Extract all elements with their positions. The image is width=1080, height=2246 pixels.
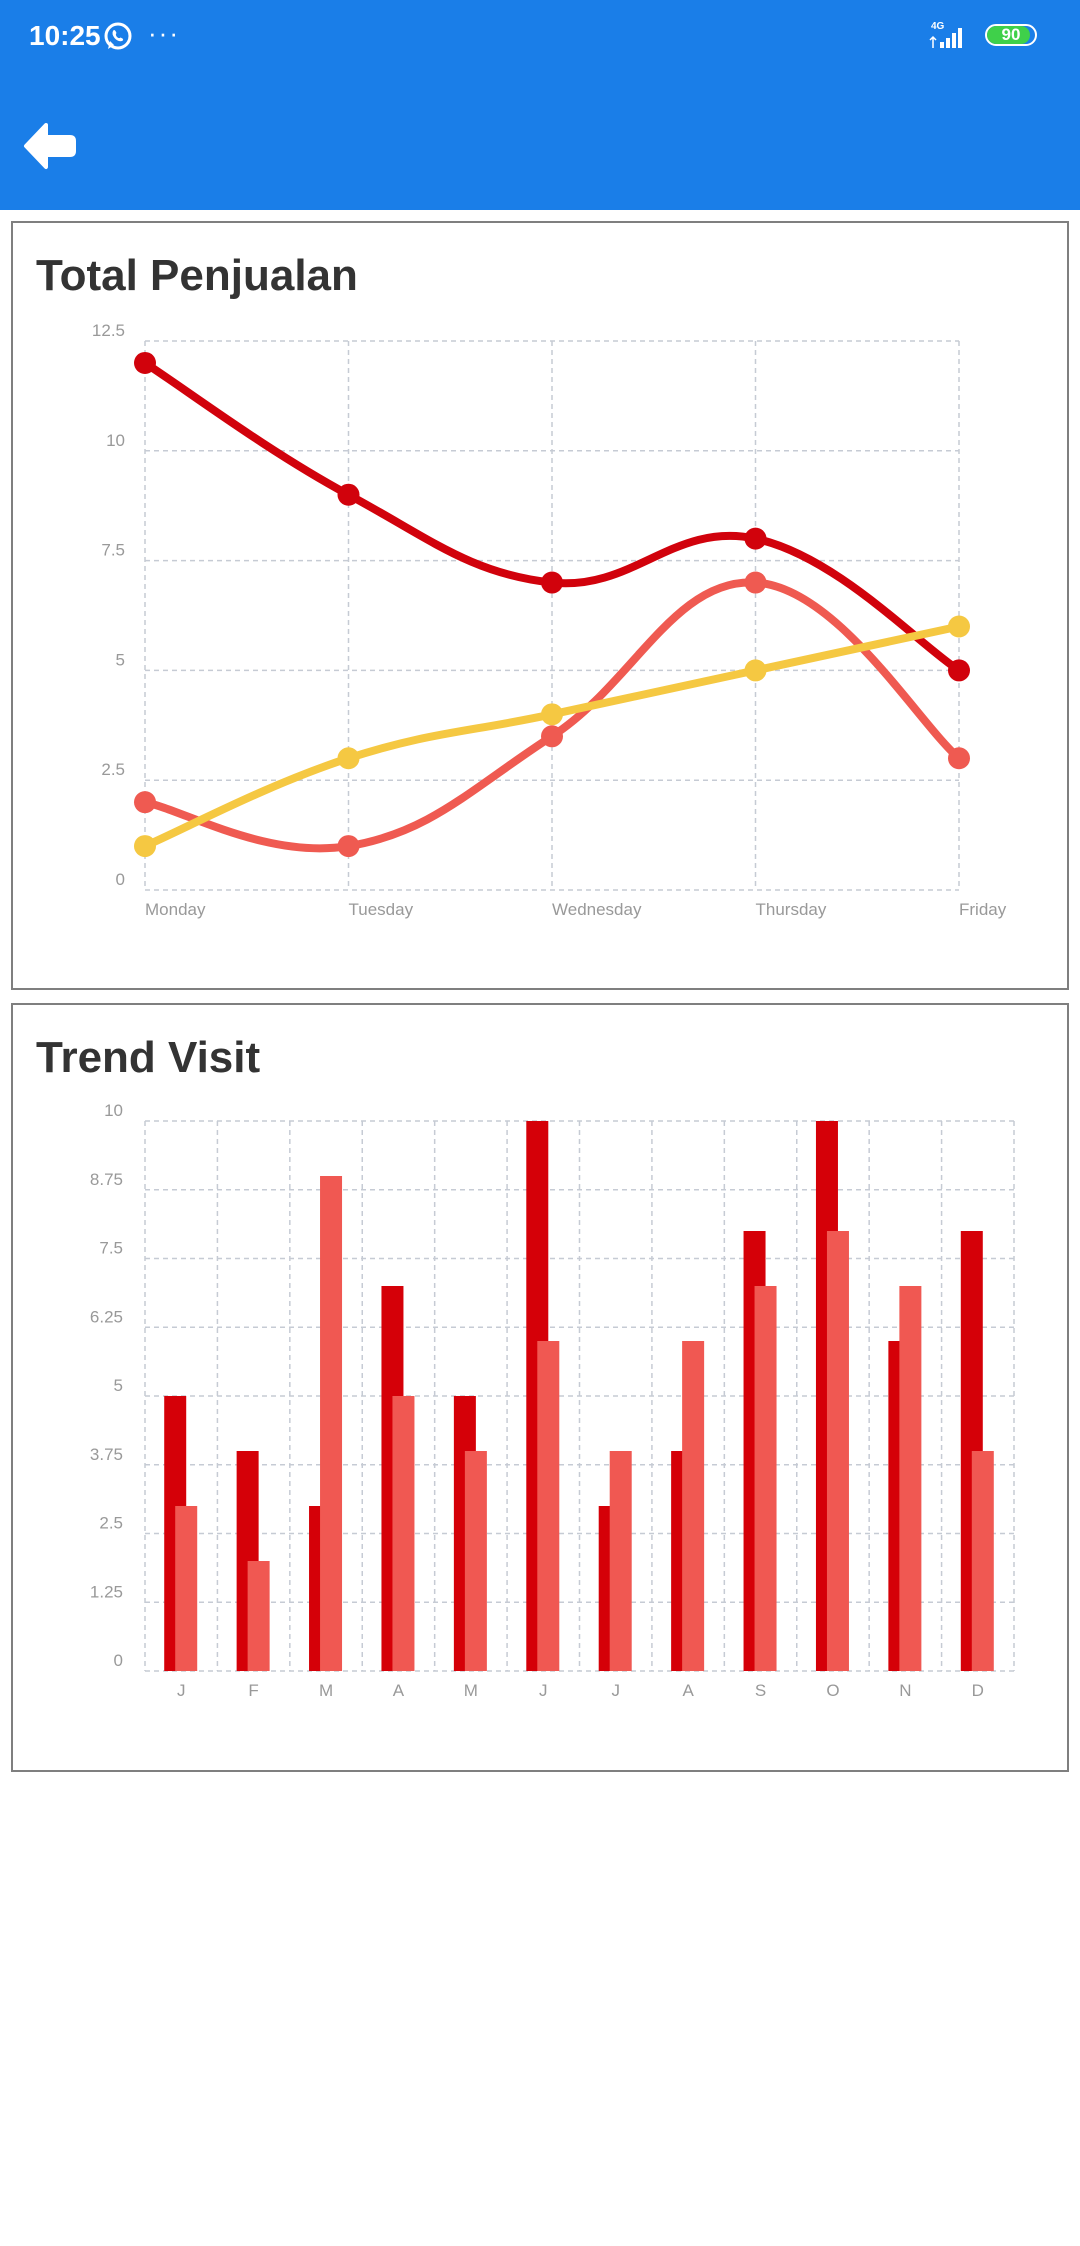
- network-type: 4G: [931, 21, 945, 32]
- bar-series-2: [899, 1286, 922, 1671]
- data-point: [744, 527, 767, 550]
- data-point: [744, 659, 767, 682]
- overflow-dots: ···: [148, 18, 180, 48]
- data-point: [541, 571, 563, 594]
- grid: [144, 340, 960, 891]
- data-point: [134, 835, 156, 858]
- bar-series-2: [247, 1561, 270, 1671]
- x-tick-label: Wednesday: [552, 900, 642, 919]
- sales-card: Total Penjualan 0 2.5 5 7.5 10 12.5 Monday Tues…: [11, 221, 1069, 990]
- bar-series-2: [175, 1506, 198, 1671]
- x-tick-label: A: [682, 1681, 694, 1700]
- visit-card: Trend Visit 0 1.25 2.5 3.75 5 6.25 7.5 8.75 10 J F…: [11, 1003, 1069, 1772]
- data-point: [541, 703, 563, 726]
- bar-series-2: [971, 1451, 994, 1671]
- data-point: [948, 615, 970, 638]
- x-tick-label: A: [393, 1681, 405, 1700]
- bar-series-2: [754, 1286, 777, 1671]
- whatsapp-icon: [104, 22, 132, 50]
- x-tick-label: Monday: [145, 900, 206, 919]
- y-tick-label: 2.5: [101, 760, 125, 779]
- y-tick-label: 0: [116, 870, 125, 889]
- x-tick-label: J: [539, 1681, 548, 1700]
- bar-series-2: [609, 1451, 632, 1671]
- x-tick-label: N: [899, 1681, 911, 1700]
- bar-series-2: [682, 1341, 705, 1671]
- visit-bar-chart: 0 1.25 2.5 3.75 5 6.25 7.5 8.75 10 J F M A M J J A S O N D: [90, 1101, 1015, 1700]
- y-tick-label: 10: [104, 1101, 123, 1120]
- y-tick-label: 3.75: [90, 1445, 123, 1464]
- status-time: 10:25: [29, 20, 101, 51]
- battery-icon: 90: [985, 24, 1037, 46]
- y-tick-label: 7.5: [101, 541, 125, 560]
- y-tick-label: 8.75: [90, 1170, 123, 1189]
- bar-series-2: [392, 1396, 415, 1671]
- y-tick-label: 7.5: [99, 1239, 123, 1258]
- data-point: [134, 351, 156, 374]
- bar-series-2: [537, 1341, 560, 1671]
- battery-level: 90: [1001, 25, 1021, 44]
- series-line-2: [141, 578, 963, 853]
- x-tick-label: M: [464, 1681, 478, 1700]
- y-tick-label: 6.25: [90, 1307, 123, 1326]
- data-point: [134, 791, 156, 814]
- data-point: [744, 571, 767, 594]
- x-tick-label: M: [319, 1681, 333, 1700]
- data-point: [948, 747, 970, 770]
- y-tick-label: 2.5: [99, 1514, 123, 1533]
- back-button[interactable]: [18, 117, 78, 177]
- y-tick-label: 0: [114, 1651, 123, 1670]
- data-point: [948, 659, 970, 682]
- card-title: Total Penjualan: [36, 251, 358, 300]
- x-tick-label: Friday: [959, 900, 1007, 919]
- grid: [144, 1120, 1015, 1672]
- app-bar: 10:25 ··· 4G 90: [0, 0, 1080, 210]
- data-point: [337, 483, 360, 506]
- sales-line-chart: 0 2.5 5 7.5 10 12.5 Monday Tuesday Wednesday Thur…: [92, 321, 1007, 919]
- y-tick-label: 5: [114, 1376, 123, 1395]
- data-point: [337, 835, 360, 858]
- x-tick-label: J: [611, 1681, 620, 1700]
- arrow-left-icon: [24, 123, 76, 169]
- x-tick-label: F: [248, 1681, 258, 1700]
- card-title: Trend Visit: [36, 1033, 261, 1082]
- bar-series-2: [464, 1451, 487, 1671]
- x-tick-label: S: [755, 1681, 766, 1700]
- x-tick-label: D: [972, 1681, 984, 1700]
- y-tick-label: 12.5: [92, 321, 125, 340]
- bar-series-2: [320, 1176, 343, 1671]
- y-tick-label: 5: [116, 650, 125, 669]
- x-tick-label: J: [177, 1681, 186, 1700]
- signal-icon: [929, 28, 962, 48]
- y-tick-label: 10: [106, 431, 125, 450]
- x-tick-label: Thursday: [756, 900, 827, 919]
- x-tick-label: Tuesday: [349, 900, 414, 919]
- x-tick-label: O: [826, 1681, 839, 1700]
- data-point: [541, 725, 563, 748]
- y-tick-label: 1.25: [90, 1582, 123, 1601]
- data-point: [337, 747, 360, 770]
- bar-series-2: [826, 1231, 849, 1671]
